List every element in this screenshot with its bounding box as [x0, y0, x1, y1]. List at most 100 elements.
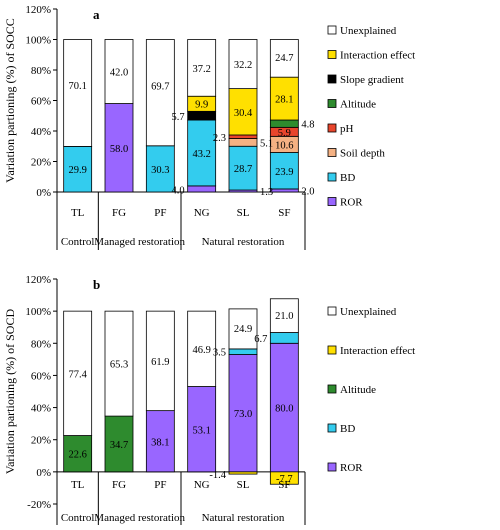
data-label: 73.0 [234, 409, 252, 420]
y-tick-label: 80% [31, 65, 51, 77]
data-label: 61.9 [151, 357, 169, 368]
legend-swatch [327, 197, 337, 206]
legend-label: Unexplained [340, 306, 397, 318]
y-tick-label: 120% [25, 274, 51, 286]
legend-label: Soil depth [340, 148, 385, 160]
panel-a-socc: 0% 20% 40% 60% 80% 100% 120% Variation partioni… [3, 4, 415, 250]
legend-label: Slope gradient [340, 74, 404, 86]
legend-swatch [327, 25, 337, 35]
data-label: 4.0 [172, 186, 185, 197]
data-label: 42.0 [110, 68, 128, 79]
legend-swatch [327, 50, 337, 59]
bar-segment-unexplained-ng [187, 310, 217, 387]
bar-segment-unexplained-sf [269, 298, 299, 333]
group-label: Control [61, 512, 95, 524]
group-label: Natural restoration [202, 236, 285, 248]
bar-segment-bd-sl [228, 348, 258, 355]
bar-segment-ror-ng [187, 185, 217, 193]
data-label: -7.7 [276, 474, 293, 485]
y-axis-title: Variation partioning (%) of SOCC [3, 18, 17, 183]
data-label: 28.1 [275, 95, 293, 106]
bar-segment-unexplained-sl [228, 308, 258, 350]
data-label: 38.1 [151, 437, 169, 448]
bar-segment-unexplained-tl [63, 310, 93, 436]
y-tick-label: 100% [25, 306, 51, 318]
bar-segment-bd-ng [187, 119, 217, 187]
data-label: 43.2 [192, 149, 210, 160]
data-label: 6.7 [254, 334, 267, 345]
y-tick-label: 120% [25, 4, 51, 16]
data-label: 22.6 [68, 450, 86, 461]
x-tick-label: TL [71, 479, 85, 491]
legend-label: ROR [340, 462, 363, 474]
bar-segment-unexplained-ng [187, 39, 217, 97]
bar-segment-ror-pf [145, 410, 175, 473]
x-tick-label: SL [237, 479, 250, 491]
data-label: 2.3 [213, 133, 226, 144]
x-tick-label: FG [112, 207, 126, 219]
bar-segment-altitude-tl [63, 435, 93, 473]
data-label: 10.6 [275, 140, 293, 151]
data-label: 69.7 [151, 82, 169, 93]
data-label: 5.9 [278, 128, 291, 139]
bar-segment-altitude-sf [269, 119, 299, 128]
legend-swatch [327, 123, 337, 133]
y-tick-label: 100% [25, 35, 51, 47]
legend-swatch [327, 148, 337, 157]
legend-swatch [327, 306, 337, 316]
bar-segment-bd-sf [269, 332, 299, 344]
bar-segment-unexplained-pf [145, 310, 175, 412]
bar-segment-ror-sf [269, 342, 299, 473]
legend-label: BD [340, 172, 355, 184]
legend-label: ROR [340, 197, 363, 209]
bar-segment-ror-ng [187, 386, 217, 473]
data-label: 29.9 [68, 165, 86, 176]
bar-segment-ror-fg [104, 103, 134, 193]
bar-segment-unexplained-pf [145, 39, 175, 147]
data-label: 58.0 [110, 144, 128, 155]
data-label: 28.7 [234, 164, 252, 175]
bar-segment-bd-sl [228, 145, 258, 191]
bar-segment-altitude-fg [104, 415, 134, 473]
x-tick-label: NG [194, 207, 210, 219]
x-tick-label: PF [154, 479, 166, 491]
bar-segment-unexplained-tl [63, 39, 93, 147]
legend-label: pH [340, 123, 354, 135]
data-label: 5.1 [260, 138, 273, 149]
panel-b-socd: -20% 0% 20% 40% 60% 80% 100% 120% Variation part… [3, 274, 415, 525]
bar-segment-bd-sf [269, 152, 299, 190]
y-tick-label: 0% [36, 187, 51, 199]
group-label: Managed restoration [94, 236, 185, 248]
x-tick-label: FG [112, 479, 126, 491]
data-label: 80.0 [275, 404, 293, 415]
y-tick-label: -20% [27, 499, 51, 511]
y-tick-label: 60% [31, 370, 51, 382]
data-label: -1.4 [209, 470, 226, 481]
bar-segment-ph-sl [228, 134, 258, 139]
legend-label: Unexplained [340, 25, 397, 37]
data-label: 23.9 [275, 167, 293, 178]
data-label: 34.7 [110, 440, 128, 451]
x-tick-label: TL [71, 207, 85, 219]
x-tick-label: PF [154, 207, 166, 219]
legend-label: Interaction effect [340, 345, 415, 357]
legend-swatch [327, 384, 337, 394]
legend-swatch [327, 172, 337, 182]
x-tick-label: SL [237, 207, 250, 219]
bar-segment-ror-sf [269, 188, 299, 193]
data-label: 65.3 [110, 360, 128, 371]
panel-label: b [93, 277, 100, 292]
data-label: 70.1 [68, 81, 86, 92]
data-label: 9.9 [195, 100, 208, 111]
legend-label: Interaction effect [340, 50, 415, 62]
group-label: Managed restoration [94, 512, 185, 524]
data-label: 32.2 [234, 60, 252, 71]
x-tick-label: NG [194, 479, 210, 491]
y-axis-title: Variation partioning (%) of SOCD [3, 309, 17, 475]
bar-segment-unexplained-fg [104, 39, 134, 104]
y-tick-label: 60% [31, 96, 51, 108]
legend-swatch [327, 423, 337, 433]
data-label: 2.0 [301, 186, 314, 197]
data-label: 30.3 [151, 165, 169, 176]
